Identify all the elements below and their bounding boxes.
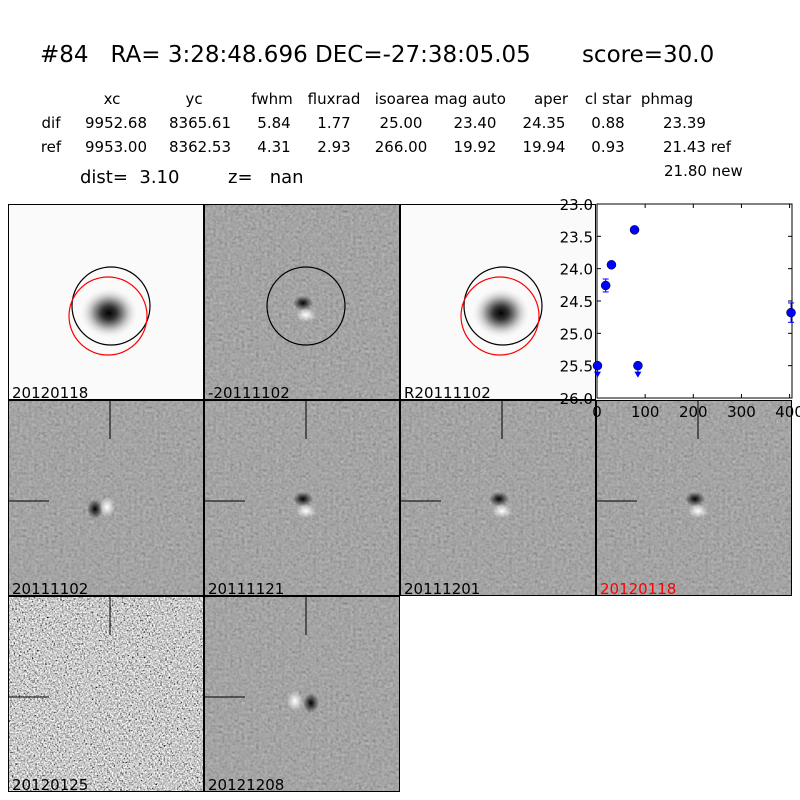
data-point [786, 302, 796, 323]
y-tick-label: 25.5 [560, 358, 593, 376]
stamp-date-label: R20111102 [404, 384, 491, 400]
stamp-date-label: 20120118 [12, 384, 89, 400]
column-header: mag auto [434, 90, 506, 108]
stamp-diff: 20111121 [204, 400, 400, 596]
plot-area [596, 203, 793, 399]
dist-value: dist= 3.10 [80, 167, 180, 188]
stamp-noise: 20120125 [8, 596, 204, 792]
stamp-date-label: 20121208 [208, 776, 285, 792]
x-tick-label: 0 [592, 403, 602, 421]
table-cell: 8365.61 [168, 114, 232, 132]
upper-limit-arrow [634, 371, 642, 378]
x-tick-label: 400 [775, 403, 800, 421]
table-cell: 9953.00 [84, 138, 148, 156]
stamp-diff: -20111102 [204, 204, 400, 400]
y-tick-label: 26.0 [560, 390, 593, 408]
z-value: z= nan [228, 167, 304, 188]
table-cell: 21.43 ref [663, 138, 732, 156]
column-header: cl star [584, 90, 632, 108]
x-tick-label: 300 [727, 403, 756, 421]
table-cell: 25.00 [379, 114, 423, 132]
upper-limit-point [633, 360, 643, 378]
column-header: fwhm [251, 90, 293, 108]
y-tick-label: 24.5 [560, 293, 593, 311]
table-cell: 23.39 [663, 114, 706, 132]
stamp-diff: 20111102 [8, 400, 204, 596]
table-cell: 266.00 [374, 138, 428, 156]
column-header: fluxrad [307, 90, 361, 108]
aperture-circle [71, 266, 151, 346]
table-cell: 0.88 [591, 114, 625, 132]
phmag-new: 21.80 new [664, 162, 743, 180]
aperture-circle [463, 266, 543, 346]
stamp-date-label: 20111121 [208, 580, 285, 596]
candidate-title: #84 RA= 3:28:48.696 DEC=-27:38:05.05 sco… [40, 42, 715, 68]
table-cell: 19.92 [453, 138, 497, 156]
upper-limit-arrow [593, 371, 601, 378]
stamp-ref-star: 20120118 [8, 204, 204, 400]
column-header: aper [533, 90, 569, 108]
stamp-diff: 20121208 [204, 596, 400, 792]
stamp-date-label: 20120125 [12, 776, 89, 792]
row-label: dif [41, 114, 61, 132]
stamp-diff: 20111201 [400, 400, 596, 596]
star-blob [471, 287, 531, 339]
y-tick-label: 23.5 [560, 228, 593, 246]
stamp-date-label: -20111102 [208, 384, 290, 400]
table-cell: 5.84 [257, 114, 291, 132]
upper-limit-point [592, 360, 603, 378]
stamp-date-label: 20111201 [404, 580, 481, 596]
x-tick-label: 200 [679, 403, 708, 421]
aperture-circle [68, 276, 148, 356]
table-cell: 0.93 [591, 138, 625, 156]
stamp-ref-star: R20111102 [400, 204, 596, 400]
stamp-date-label: 20120118 [600, 580, 677, 596]
y-tick-label: 23.0 [560, 196, 593, 214]
light-curve-plot: 23.0 23.5 24.0 24.5 25.0 25.5 26.00 100 200 300 40… [560, 196, 800, 421]
aperture-circle [266, 266, 346, 346]
table-cell: 24.35 [522, 114, 566, 132]
column-header: xc [103, 90, 121, 108]
table-cell: 8362.53 [168, 138, 232, 156]
table-cell: 2.93 [317, 138, 351, 156]
table-cell: 9952.68 [84, 114, 148, 132]
stamp-date-label: 20111102 [12, 580, 89, 596]
table-cell: 19.94 [522, 138, 566, 156]
data-point [600, 278, 611, 293]
column-header: yc [185, 90, 203, 108]
y-tick-label: 25.0 [560, 325, 593, 343]
aperture-circle [460, 276, 540, 356]
data-point [629, 225, 640, 235]
column-header: phmag [640, 90, 694, 108]
column-header: isoarea [374, 90, 430, 108]
y-tick-label: 24.0 [560, 261, 593, 279]
star-blob [79, 287, 139, 339]
table-cell: 4.31 [257, 138, 291, 156]
x-tick-label: 100 [631, 403, 660, 421]
stamp-diff: 20120118 [596, 400, 792, 596]
table-cell: 1.77 [317, 114, 351, 132]
table-cell: 23.40 [453, 114, 497, 132]
data-point [606, 260, 617, 270]
row-label: ref [40, 138, 62, 156]
